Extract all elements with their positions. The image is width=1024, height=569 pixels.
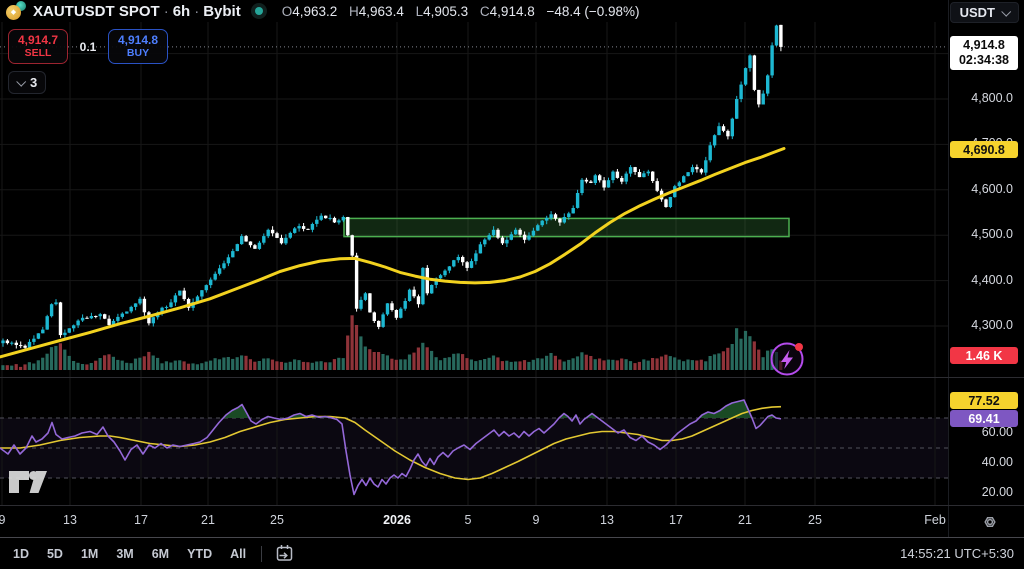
buy-button[interactable]: 4,914.8 BUY [108, 29, 168, 64]
range-button-ytd[interactable]: YTD [187, 546, 213, 561]
range-button-1m[interactable]: 1M [80, 546, 99, 561]
chevron-down-icon [16, 76, 27, 87]
time-tick: 13 [600, 513, 614, 527]
visible-candles-button[interactable]: 3 [8, 71, 47, 94]
rsi-tick: 20.00 [981, 485, 1013, 499]
toolbar-divider [0, 537, 1024, 538]
gear-icon[interactable] [980, 512, 1000, 532]
rsi-overbought-fills [223, 400, 776, 418]
time-tick: 21 [738, 513, 752, 527]
time-tick: 25 [808, 513, 822, 527]
high-value: 4,963.4 [358, 3, 404, 19]
time-tick: 13 [63, 513, 77, 527]
ohlc-values: O4,963.2 H4,963.4 L4,905.3 C4,914.8 −48.… [274, 4, 640, 19]
rsi-line[interactable] [0, 399, 782, 496]
time-tick: 5 [464, 513, 472, 527]
range-buttons: 1D 5D 1M 3M 6M YTD All [4, 539, 255, 569]
price-tick: 4,600.0 [971, 181, 1013, 196]
high-key: H [349, 3, 359, 19]
volume-bars [1, 315, 783, 370]
price-axis-divider [948, 0, 949, 537]
bar-countdown: 02:34:38 [958, 53, 1010, 67]
range-button-5d[interactable]: 5D [46, 546, 63, 561]
supply-zone-rect[interactable] [343, 217, 790, 238]
market-status-icon[interactable] [250, 3, 267, 19]
toolbar-separator [261, 545, 263, 562]
range-button-all[interactable]: All [230, 546, 247, 561]
bottom-toolbar: 1D 5D 1M 3M 6M YTD All 14:55:21 UTC+5:30 [0, 538, 1024, 569]
close-key: C [479, 3, 490, 19]
time-tick: 2026 [383, 513, 411, 527]
symbol-logo-icon: ◆ [6, 1, 26, 21]
rsi-ma-value-label: 77.52 [950, 392, 1018, 409]
interval-label[interactable]: 6h [172, 2, 191, 20]
range-button-1d[interactable]: 1D [13, 546, 29, 561]
sell-button[interactable]: 4,914.7 SELL [8, 29, 68, 64]
symbol-name: XAUTUSDT SPOT [33, 2, 160, 20]
candles [1, 24, 783, 350]
price-tick: 4,800.0 [971, 91, 1013, 105]
volume-value-label: 1.46 K [950, 347, 1018, 364]
low-key: L [415, 3, 424, 19]
ema-line[interactable] [0, 147, 786, 359]
change-value: −48.4 (−0.98%) [546, 3, 640, 19]
main-price-pane[interactable] [0, 22, 948, 377]
clock-timezone[interactable]: 14:55:21 UTC+5:30 [900, 546, 1014, 561]
main-grid [0, 22, 948, 377]
go-to-date-icon[interactable] [274, 543, 295, 564]
last-price-label: 4,914.8 02:34:38 [950, 36, 1018, 70]
flash-boost-button[interactable] [768, 339, 807, 378]
tradingview-logo-icon [9, 471, 47, 493]
time-tick: 17 [669, 513, 683, 527]
chart-header: ◆ XAUTUSDT SPOT · 6h · Bybit O4,963.2 H4,963… [0, 0, 1024, 23]
time-tick: 25 [270, 513, 284, 527]
low-value: 4,905.3 [423, 3, 469, 19]
notification-dot [795, 343, 803, 351]
range-button-3m[interactable]: 3M [116, 546, 134, 561]
time-tick: 17 [134, 513, 148, 527]
currency-dropdown[interactable]: USDT [949, 2, 1019, 23]
time-tick: 9 [532, 513, 540, 527]
time-axis[interactable]: 9 13 17 21 25 2026 5 9 13 17 21 25 Feb [0, 506, 1024, 537]
ema-value-label: 4,690.8 [950, 141, 1018, 158]
exchange-label: Bybit [203, 2, 241, 20]
time-tick: 9 [0, 513, 6, 527]
chevron-down-icon [1001, 6, 1012, 17]
last-price-value: 4,914.8 [963, 38, 1005, 52]
rsi-tick: 60.00 [981, 425, 1013, 439]
symbol-title[interactable]: XAUTUSDT SPOT · 6h · Bybit [33, 2, 241, 20]
spread-value: 0.1 [79, 39, 97, 54]
price-axis[interactable]: 20.00 40.00 60.00 4,300.0 4,400.0 4,500.0 4,60… [948, 0, 1024, 537]
pane-divider[interactable] [0, 377, 1024, 378]
price-tick: 4,300.0 [971, 318, 1013, 332]
range-button-6m[interactable]: 6M [151, 546, 170, 561]
trade-panel: 4,914.7 SELL 0.1 4,914.8 BUY [8, 29, 168, 64]
rsi-tick: 40.00 [981, 455, 1013, 469]
time-tick: Feb [924, 513, 946, 527]
rsi-value-label: 69.41 [950, 410, 1018, 427]
time-tick: 21 [201, 513, 215, 527]
rsi-pane[interactable] [0, 378, 948, 505]
time-axis-divider [0, 505, 1024, 506]
open-value: 4,963.2 [292, 3, 338, 19]
price-tick: 4,500.0 [971, 227, 1013, 242]
close-value: 4,914.8 [489, 3, 535, 19]
lightning-icon [781, 350, 793, 369]
open-key: O [281, 3, 293, 19]
price-tick: 4,400.0 [971, 272, 1013, 287]
